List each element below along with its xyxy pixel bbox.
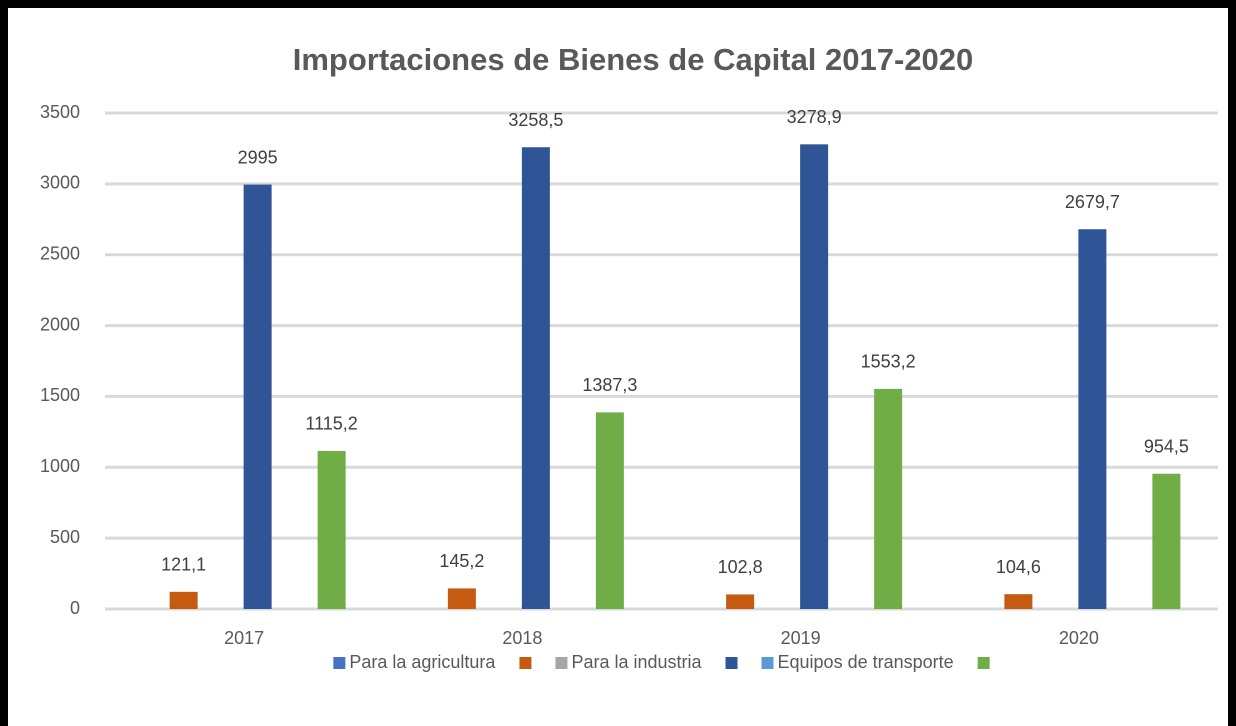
data-label: 121,1: [161, 555, 206, 575]
data-label: 2679,7: [1065, 192, 1120, 212]
y-tick-label: 1000: [40, 456, 80, 476]
legend-label: Para la agricultura: [349, 652, 496, 672]
y-tick-label: 3000: [40, 173, 80, 193]
x-tick-label: 2019: [781, 628, 821, 648]
x-tick-label: 2020: [1059, 628, 1099, 648]
bar: [521, 147, 550, 609]
data-label: 1387,3: [582, 375, 637, 395]
data-label: 3258,5: [508, 110, 563, 130]
bar: [169, 591, 198, 609]
x-tick-label: 2018: [502, 628, 542, 648]
data-label: 954,5: [1144, 436, 1189, 456]
y-tick-label: 1500: [40, 385, 80, 405]
legend-label: Equipos de transporte: [778, 652, 954, 672]
y-tick-label: 0: [70, 598, 80, 618]
data-label: 1115,2: [305, 414, 357, 434]
legend-swatch: [977, 657, 990, 669]
legend-label: Para la industria: [571, 652, 702, 672]
y-tick-label: 500: [50, 527, 80, 547]
data-label: 1553,2: [861, 352, 916, 372]
data-label: 2995: [238, 147, 278, 167]
data-label: 145,2: [439, 551, 484, 571]
data-label: 3278,9: [787, 107, 842, 127]
bar: [1152, 473, 1181, 609]
bar: [874, 388, 903, 609]
x-tick-label: 2017: [224, 628, 264, 648]
bar: [800, 144, 829, 610]
legend-swatch: [333, 657, 346, 669]
legend-swatch: [761, 657, 774, 669]
bar: [726, 594, 755, 609]
legend-swatch: [555, 657, 568, 669]
bar: [243, 184, 272, 609]
data-label: 104,6: [996, 557, 1041, 577]
chart-title: Importaciones de Bienes de Capital 2017-…: [293, 42, 974, 77]
bar: [447, 588, 476, 609]
bar: [1078, 229, 1107, 609]
bar: [317, 450, 346, 609]
bar: [595, 412, 624, 609]
legend-swatch: [519, 657, 532, 669]
y-tick-label: 2000: [40, 314, 80, 334]
legend-swatch: [725, 657, 738, 669]
y-tick-label: 2500: [40, 243, 80, 263]
y-tick-label: 3500: [40, 102, 80, 122]
bar: [1004, 594, 1033, 609]
data-label: 102,8: [718, 557, 763, 577]
